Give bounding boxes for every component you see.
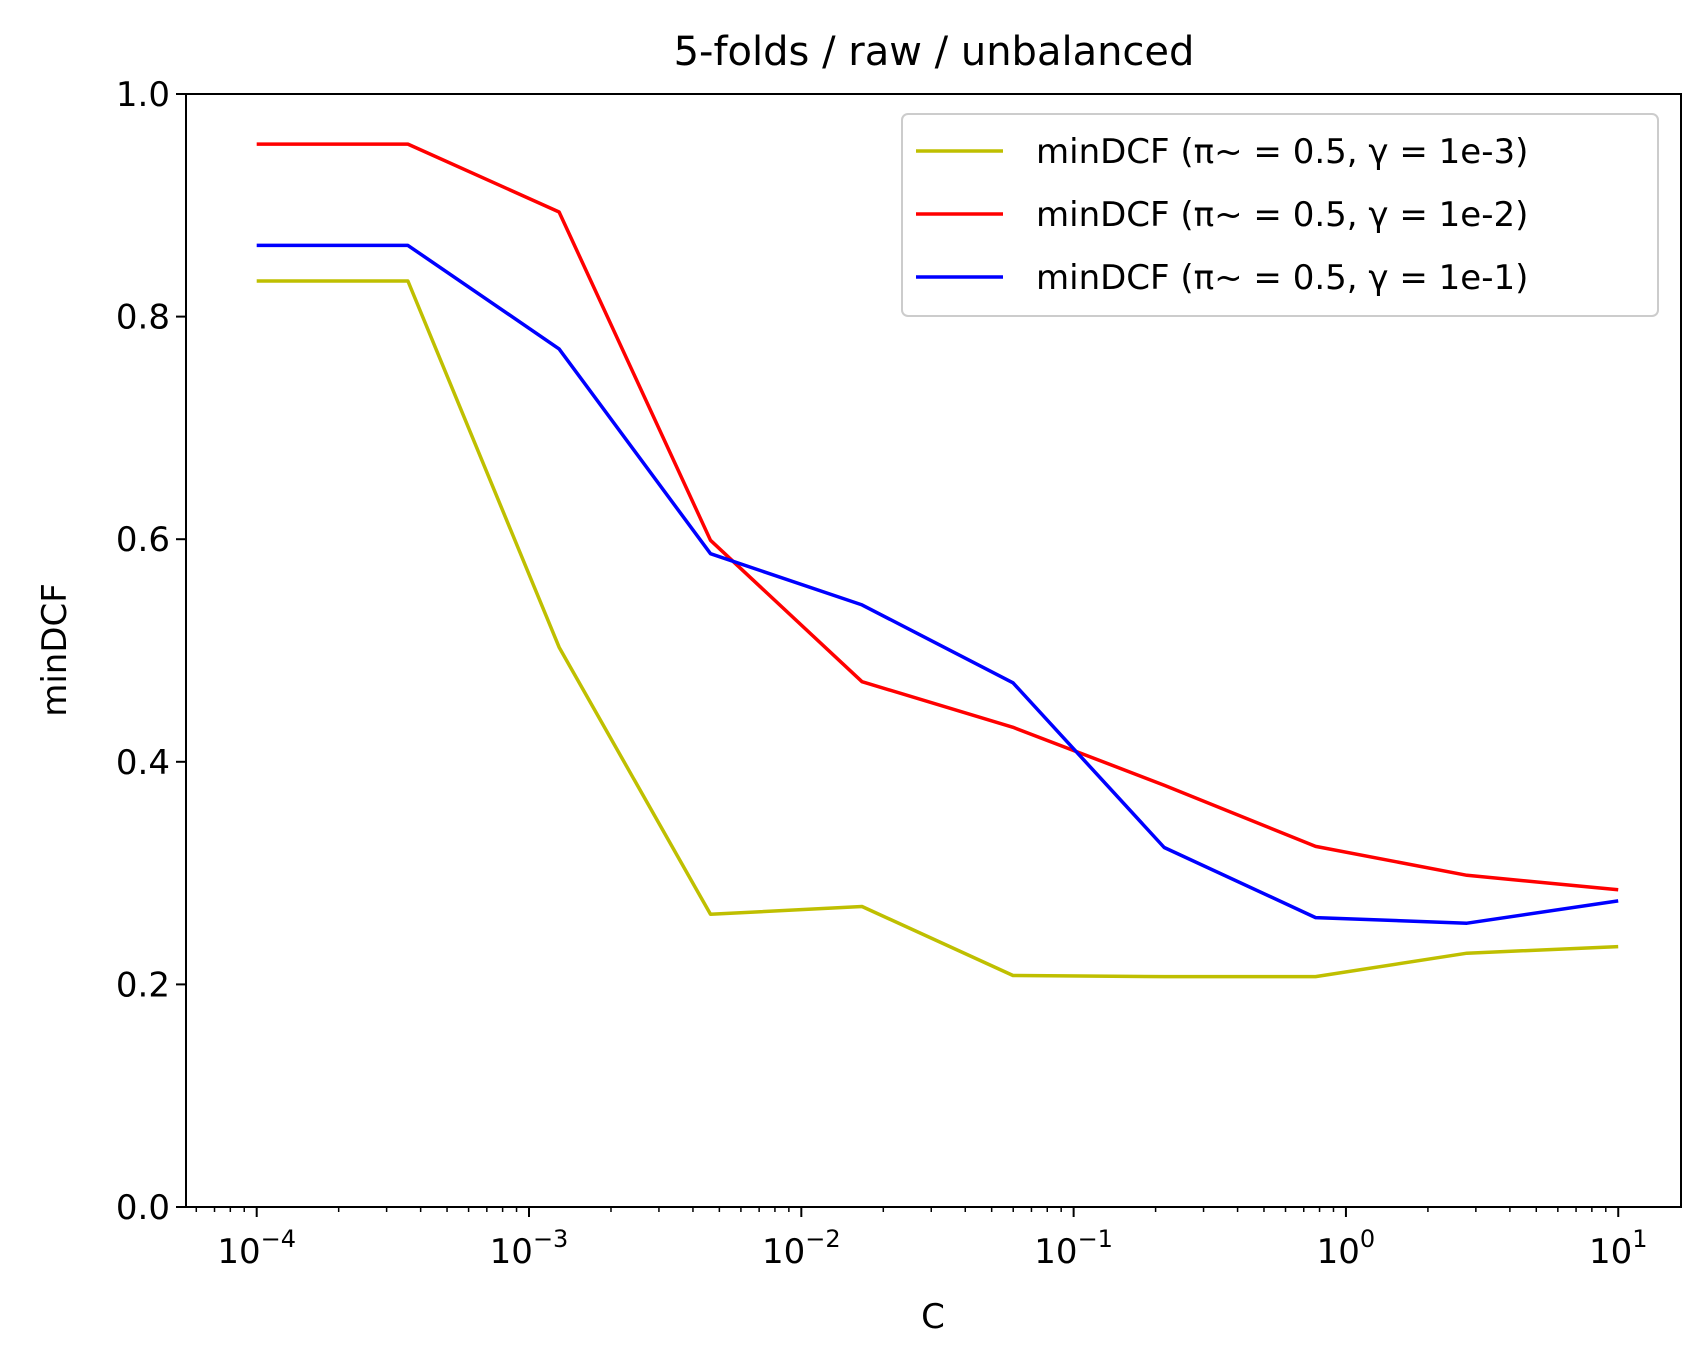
legend-label: minDCF (π~ = 0.5, γ = 1e-2) — [1036, 195, 1528, 235]
y-tick-label: 1.0 — [116, 75, 170, 115]
y-tick-label: 0.6 — [116, 520, 170, 560]
x-tick-label: 101 — [1589, 1225, 1648, 1272]
series-line-3 — [256, 243, 1619, 925]
y-tick-label: 0.4 — [116, 743, 170, 783]
legend: minDCF (π~ = 0.5, γ = 1e-3) minDCF (π~ = … — [901, 113, 1659, 317]
y-tick-label: 0.8 — [116, 298, 170, 338]
y-tick-label: 0.0 — [116, 1188, 170, 1228]
series-line-1 — [256, 279, 1619, 979]
x-tick-label: 10−3 — [490, 1225, 569, 1272]
series-lines — [256, 142, 1619, 979]
x-tick-label: 10−1 — [1034, 1225, 1113, 1272]
x-tick-label: 100 — [1317, 1225, 1376, 1272]
plot-frame — [185, 93, 1682, 1208]
x-axis-label: C — [921, 1297, 945, 1337]
legend-label: minDCF (π~ = 0.5, γ = 1e-3) — [1036, 132, 1528, 172]
series-line-2 — [256, 142, 1619, 892]
chart-title: 5-folds / raw / unbalanced — [674, 29, 1195, 75]
legend-box — [901, 113, 1659, 317]
x-tick-label: 10−2 — [762, 1225, 841, 1272]
legend-label: minDCF (π~ = 0.5, γ = 1e-1) — [1036, 258, 1528, 298]
axis-ticks: 0.0 0.2 0.4 0.6 0.8 1.0 10−4 10−3 10−2 10−1 100 101 — [116, 75, 1648, 1272]
y-tick-label: 0.2 — [116, 965, 170, 1005]
x-tick-label: 10−4 — [217, 1225, 296, 1272]
y-axis-label: minDCF — [35, 583, 75, 717]
